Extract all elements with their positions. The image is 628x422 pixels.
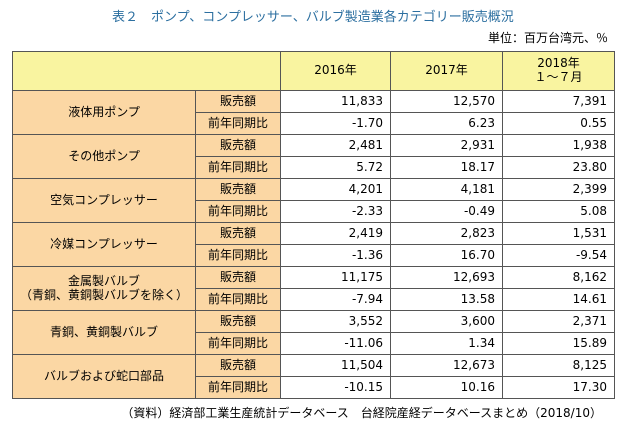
- category-cell: 空気コンプレッサー: [11, 178, 197, 223]
- metric-label-sales: 販売額: [195, 310, 282, 333]
- table-row: 金属製バルブ （青銅、黄銅製バルブを除く） 販売額 11,175 12,693 8,162: [11, 266, 616, 311]
- category-cell: 冷媒コンプレッサー: [11, 222, 197, 267]
- yoy-value-cell: 5.08: [502, 200, 616, 223]
- yoy-value-cell: 14.61: [502, 288, 616, 311]
- sales-value-cell: 12,693: [390, 266, 504, 289]
- metric-label-yoy: 前年同期比: [195, 156, 282, 179]
- metric-label-sales: 販売額: [195, 222, 282, 245]
- yoy-value-cell: 1.34: [390, 332, 504, 355]
- sales-value-cell: 3,552: [280, 310, 392, 333]
- table-row: 前年同期比 -10.15 10.16 17.30: [13, 376, 616, 399]
- yoy-value-cell: 6.23: [390, 112, 504, 135]
- sales-value-cell: 4,181: [390, 178, 504, 201]
- sales-value-cell: 8,125: [502, 354, 616, 377]
- sales-value-cell: 8,162: [502, 266, 616, 289]
- metric-label-sales: 販売額: [195, 266, 282, 289]
- metric-label-sales: 販売額: [195, 134, 282, 157]
- category-label: バルブおよび蛇口部品: [44, 368, 165, 383]
- yoy-value-cell: -9.54: [502, 244, 616, 267]
- metric-label-yoy: 前年同期比: [195, 288, 282, 311]
- table-row: 前年同期比 -11.06 1.34 15.89: [13, 332, 616, 355]
- table-row: 前年同期比 -1.70 6.23 0.55: [13, 112, 616, 135]
- sales-value-cell: 4,201: [280, 178, 392, 201]
- yoy-value-cell: -11.06: [280, 332, 392, 355]
- metric-label-sales: 販売額: [195, 354, 282, 377]
- metric-label-yoy: 前年同期比: [195, 376, 282, 399]
- yoy-value-cell: 16.70: [390, 244, 504, 267]
- sales-value-cell: 12,673: [390, 354, 504, 377]
- header-2018: 2018年 １〜７月: [502, 51, 616, 91]
- metric-label-yoy: 前年同期比: [195, 112, 282, 135]
- table-row: 液体用ポンプ 販売額 11,833 12,570 7,391: [11, 90, 616, 135]
- table-row: 前年同期比 -7.94 13.58 14.61: [13, 288, 616, 311]
- table-row: バルブおよび蛇口部品 販売額 11,504 12,673 8,125: [11, 354, 616, 399]
- metric-label-yoy: 前年同期比: [195, 244, 282, 267]
- sales-value-cell: 1,531: [502, 222, 616, 245]
- sales-value-cell: 2,481: [280, 134, 392, 157]
- yoy-value-cell: 13.58: [390, 288, 504, 311]
- table-row: その他ポンプ 販売額 2,481 2,931 1,938: [11, 134, 616, 179]
- header-row: 2016年 2017年 2018年 １〜７月: [11, 51, 616, 91]
- sales-value-cell: 12,570: [390, 90, 504, 113]
- sales-value-cell: 2,399: [502, 178, 616, 201]
- yoy-value-cell: -0.49: [390, 200, 504, 223]
- table-row: 前年同期比 -1.36 16.70 -9.54: [13, 244, 616, 267]
- yoy-value-cell: 5.72: [280, 156, 392, 179]
- yoy-value-cell: 18.17: [390, 156, 504, 179]
- yoy-value-cell: 0.55: [502, 112, 616, 135]
- yoy-value-cell: 17.30: [502, 376, 616, 399]
- category-label: 空気コンプレッサー: [50, 192, 158, 207]
- header-blank: [11, 51, 282, 91]
- sales-value-cell: 2,823: [390, 222, 504, 245]
- category-label: 青銅、黄銅製バルブ: [50, 324, 159, 339]
- sales-value-cell: 11,175: [280, 266, 392, 289]
- metric-label-sales: 販売額: [195, 178, 282, 201]
- yoy-value-cell: 15.89: [502, 332, 616, 355]
- category-cell: 液体用ポンプ: [11, 90, 197, 135]
- source-note: （資料）経済部工業生産統計データベース 台経院産経データベースまとめ（2018/…: [121, 406, 602, 420]
- category-cell: その他ポンプ: [11, 134, 197, 179]
- category-label: 液体用ポンプ: [68, 104, 140, 119]
- metric-label-yoy: 前年同期比: [195, 332, 282, 355]
- sales-value-cell: 2,419: [280, 222, 392, 245]
- header-2016: 2016年: [280, 51, 392, 91]
- yoy-value-cell: -2.33: [280, 200, 392, 223]
- category-label: 金属製バルブ: [68, 273, 141, 288]
- table-row: 冷媒コンプレッサー 販売額 2,419 2,823 1,531: [11, 222, 616, 267]
- sales-value-cell: 1,938: [502, 134, 616, 157]
- yoy-value-cell: -1.70: [280, 112, 392, 135]
- sales-value-cell: 11,504: [280, 354, 392, 377]
- yoy-value-cell: -1.36: [280, 244, 392, 267]
- metric-label-sales: 販売額: [195, 90, 282, 113]
- metric-label-yoy: 前年同期比: [195, 200, 282, 223]
- table-row: 青銅、黄銅製バルブ 販売額 3,552 3,600 2,371: [11, 310, 616, 355]
- header-2018-months: １〜７月: [534, 70, 583, 84]
- category-label: その他ポンプ: [68, 148, 140, 163]
- header-2017: 2017年: [390, 51, 504, 91]
- category-label-sub: （青銅、黄銅製バルブを除く）: [20, 287, 189, 302]
- category-cell: バルブおよび蛇口部品: [11, 354, 197, 399]
- table-row: 前年同期比 -2.33 -0.49 5.08: [13, 200, 616, 223]
- table-title: 表２ ポンプ、コンプレッサー、バルブ製造業各カテゴリー販売概況: [112, 10, 514, 25]
- sales-value-cell: 2,371: [502, 310, 616, 333]
- header-2018-year: 2018年: [537, 56, 580, 71]
- category-cell: 金属製バルブ （青銅、黄銅製バルブを除く）: [11, 266, 197, 311]
- sales-value-cell: 3,600: [390, 310, 504, 333]
- sales-value-cell: 7,391: [502, 90, 616, 113]
- sales-value-cell: 11,833: [280, 90, 392, 113]
- yoy-value-cell: 10.16: [390, 376, 504, 399]
- sales-table: 2016年 2017年 2018年 １〜７月 液体用ポンプ 販売額 11,833 12…: [11, 51, 616, 399]
- yoy-value-cell: -10.15: [280, 376, 392, 399]
- sales-value-cell: 2,931: [390, 134, 504, 157]
- table-row: 空気コンプレッサー 販売額 4,201 4,181 2,399: [11, 178, 616, 223]
- category-label: 冷媒コンプレッサー: [50, 236, 158, 251]
- yoy-value-cell: 23.80: [502, 156, 616, 179]
- yoy-value-cell: -7.94: [280, 288, 392, 311]
- category-cell: 青銅、黄銅製バルブ: [11, 310, 197, 355]
- unit-note: 単位：百万台湾元、％: [487, 31, 608, 45]
